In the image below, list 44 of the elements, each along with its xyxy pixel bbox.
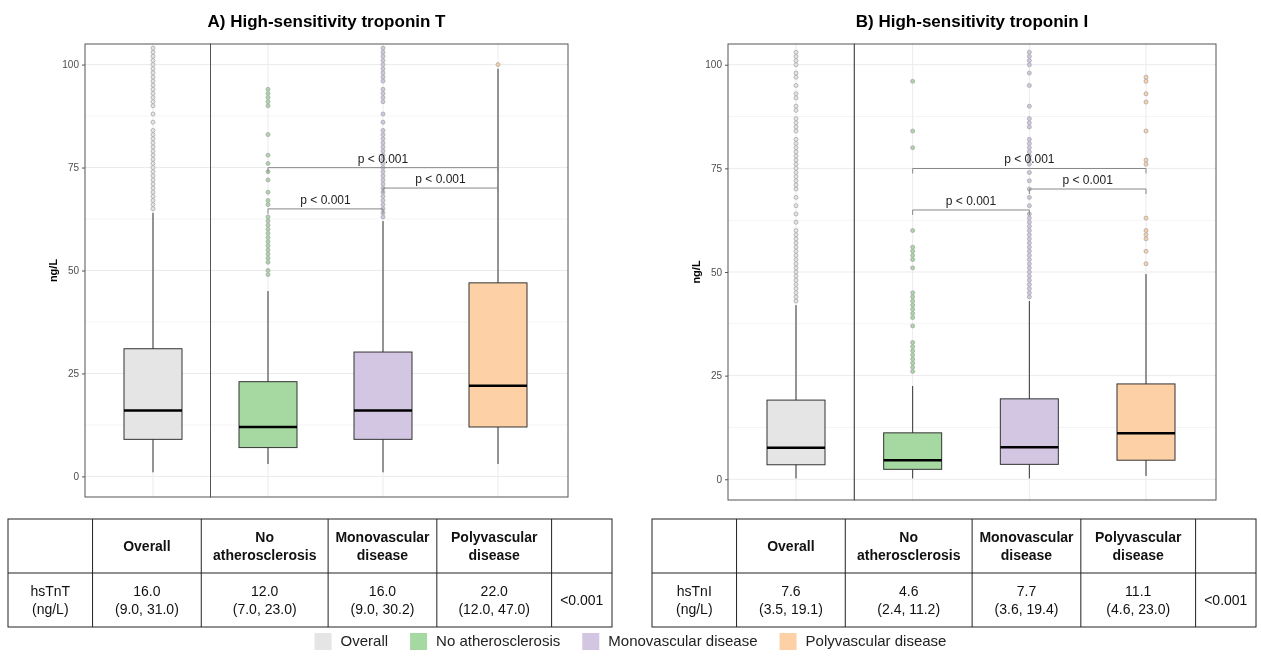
- y-tick-label: 50: [67, 265, 80, 277]
- text: 16.0 (9.0, 31.0): [115, 583, 179, 617]
- text: Overall: [767, 538, 815, 554]
- annotation: p < 0.001: [945, 193, 997, 208]
- text: 7.7 (3.6, 19.4): [994, 583, 1059, 617]
- legend-label: Overall: [340, 632, 389, 649]
- legend-label: Polyvascular disease: [805, 632, 947, 649]
- annotation: p < 0.001: [1062, 173, 1114, 188]
- y-axis-title: ng/L: [690, 260, 702, 284]
- y-tick-label: 100: [62, 59, 80, 71]
- text: Monovascular disease: [335, 529, 430, 563]
- chart-title: B) High-sensitivity troponin I: [855, 12, 1089, 31]
- text: 12.0 (7.0, 23.0): [232, 583, 297, 617]
- text: No atherosclerosis: [856, 529, 961, 563]
- annotation: p < 0.001: [415, 172, 467, 187]
- text: Polyvascular disease: [451, 529, 538, 563]
- y-tick-label: 0: [716, 473, 723, 485]
- text: 11.1 (4.6, 23.0): [1106, 583, 1171, 617]
- y-tick-label: 25: [67, 368, 80, 380]
- annotation: p < 0.001: [357, 151, 409, 166]
- y-tick-label: 25: [710, 370, 723, 382]
- text: hsTnI (ng/L): [675, 583, 713, 617]
- text: hsTnT (ng/L): [30, 583, 71, 617]
- y-axis-title: ng/L: [47, 258, 59, 283]
- chart-title: A) High-sensitivity troponin T: [207, 12, 447, 31]
- text: 16.0 (9.0, 30.2): [350, 583, 415, 617]
- y-tick-label: 75: [67, 162, 80, 174]
- text: 4.6 (2.4, 11.2): [877, 583, 941, 617]
- text: <0.001: [1204, 592, 1248, 608]
- text: Polyvascular disease: [1095, 529, 1182, 563]
- legend-label: Monovascular disease: [608, 632, 758, 649]
- y-tick-label: 50: [710, 266, 723, 278]
- text: 22.0 (12.0, 47.0): [458, 583, 531, 617]
- y-tick-label: 0: [73, 471, 80, 483]
- text: <0.001: [560, 592, 604, 608]
- y-tick-label: 100: [705, 59, 723, 71]
- annotation: p < 0.001: [1004, 152, 1055, 167]
- y-tick-label: 75: [710, 163, 723, 175]
- legend-label: No atherosclerosis: [436, 632, 561, 649]
- annotation: p < 0.001: [300, 192, 352, 207]
- text: No atherosclerosis: [212, 529, 317, 563]
- text: Monovascular disease: [979, 529, 1075, 563]
- text: 7.6 (3.5, 19.1): [759, 583, 823, 617]
- text: Overall: [123, 538, 171, 554]
